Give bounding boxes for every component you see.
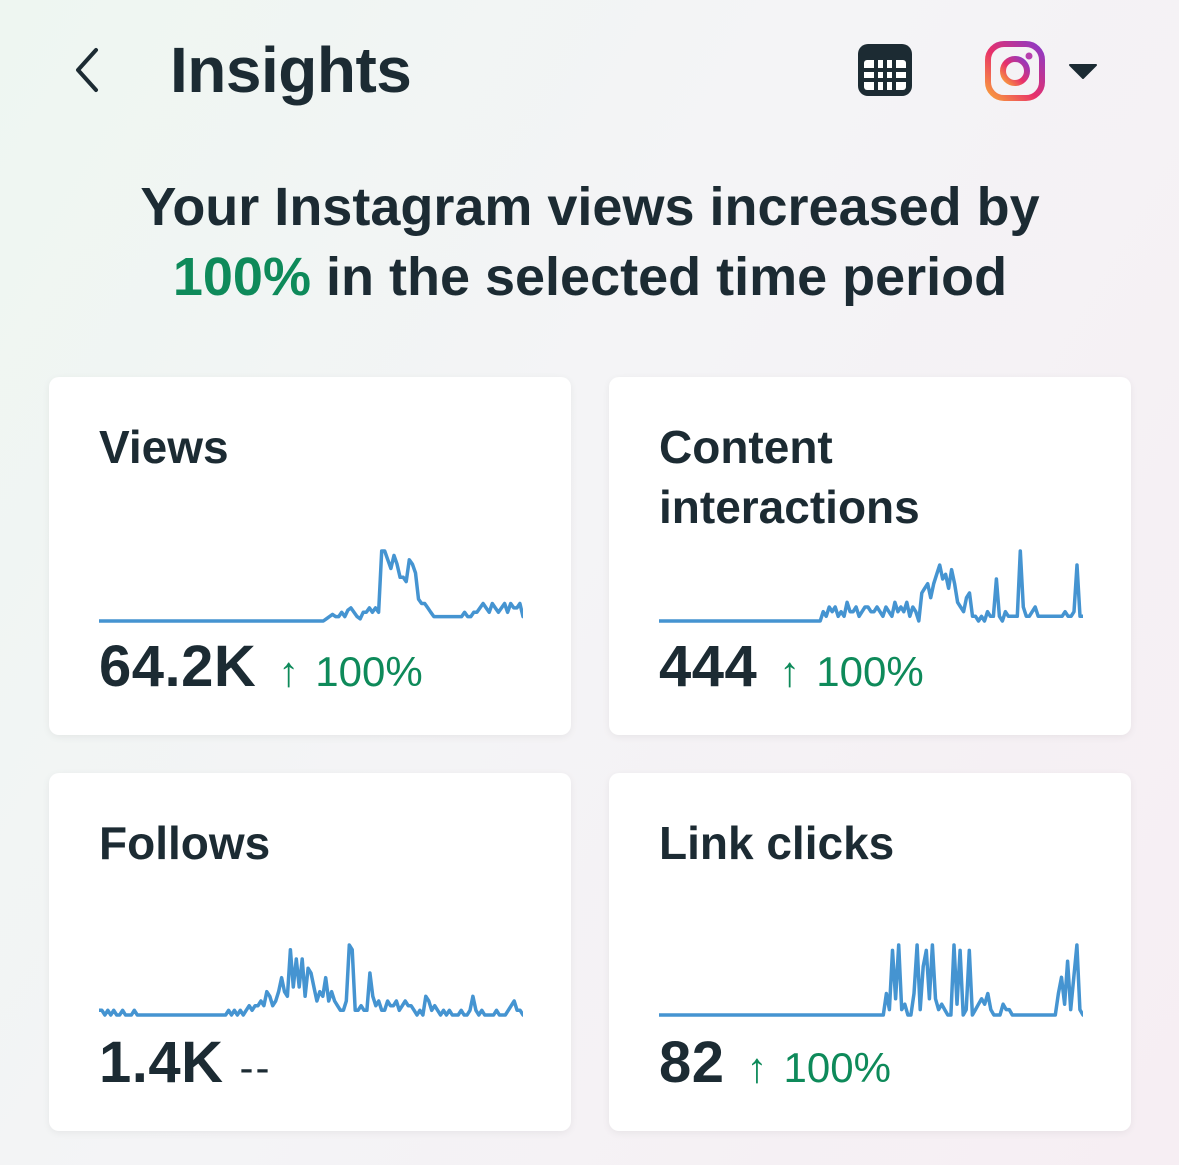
sparkline-series (99, 549, 523, 623)
caret-down-icon (1069, 64, 1097, 79)
views-sparkline (99, 549, 523, 623)
metric-change: ↑ 100% (278, 648, 422, 696)
chevron-left-icon (76, 48, 98, 92)
follows-card[interactable]: Follows 1.4K -- (49, 773, 571, 1131)
metric-value: 82 (659, 1030, 725, 1095)
page-title: Insights (170, 34, 412, 106)
metric-change: ↑ 100% (747, 1044, 891, 1092)
date-range-button[interactable] (852, 38, 918, 104)
summary-suffix: in the selected time period (325, 247, 1008, 307)
link-clicks-card[interactable]: Link clicks 82 ↑ 100% (609, 773, 1131, 1131)
content-interactions-card[interactable]: Content interactions 444 ↑ 100% (609, 377, 1131, 735)
calendar-icon (858, 44, 912, 96)
up-arrow-icon: ↑ (746, 1044, 768, 1091)
change-percent: 100% (315, 648, 423, 695)
card-label: Content interactions (659, 421, 920, 533)
change-percent: 100% (783, 1044, 891, 1091)
summary-prefix: Your Instagram views increased by (140, 177, 1040, 237)
metric-change: ↑ 100% (779, 648, 923, 696)
up-arrow-icon: ↑ (779, 648, 801, 695)
sparkline-series (659, 943, 1083, 1017)
up-arrow-icon: ↑ (278, 648, 300, 695)
summary-headline: Your Instagram views increased by 100% i… (40, 172, 1140, 312)
card-metric: 82 ↑ 100% (659, 1029, 891, 1096)
metric-value: 64.2K (99, 634, 257, 699)
metric-value: 444 (659, 634, 758, 699)
sparkline-series (659, 549, 1083, 623)
card-label: Link clicks (659, 817, 895, 869)
link-clicks-sparkline (659, 943, 1083, 1017)
views-card[interactable]: Views 64.2K ↑ 100% (49, 377, 571, 735)
instagram-icon (985, 41, 1045, 101)
card-label: Follows (99, 817, 271, 869)
card-metric: 444 ↑ 100% (659, 633, 924, 700)
content-interactions-sparkline (659, 549, 1083, 623)
metric-value: 1.4K (99, 1030, 224, 1095)
account-switcher[interactable] (982, 36, 1112, 106)
card-label: Views (99, 421, 229, 473)
no-change-indicator: -- (239, 1044, 272, 1091)
card-metric: 1.4K -- (99, 1029, 272, 1096)
sparkline-series (99, 943, 523, 1017)
app-header: Insights (0, 0, 1179, 140)
summary-percent: 100% (172, 247, 311, 307)
card-metric: 64.2K ↑ 100% (99, 633, 423, 700)
follows-sparkline (99, 943, 523, 1017)
change-percent: 100% (816, 648, 924, 695)
back-button[interactable] (60, 42, 116, 98)
